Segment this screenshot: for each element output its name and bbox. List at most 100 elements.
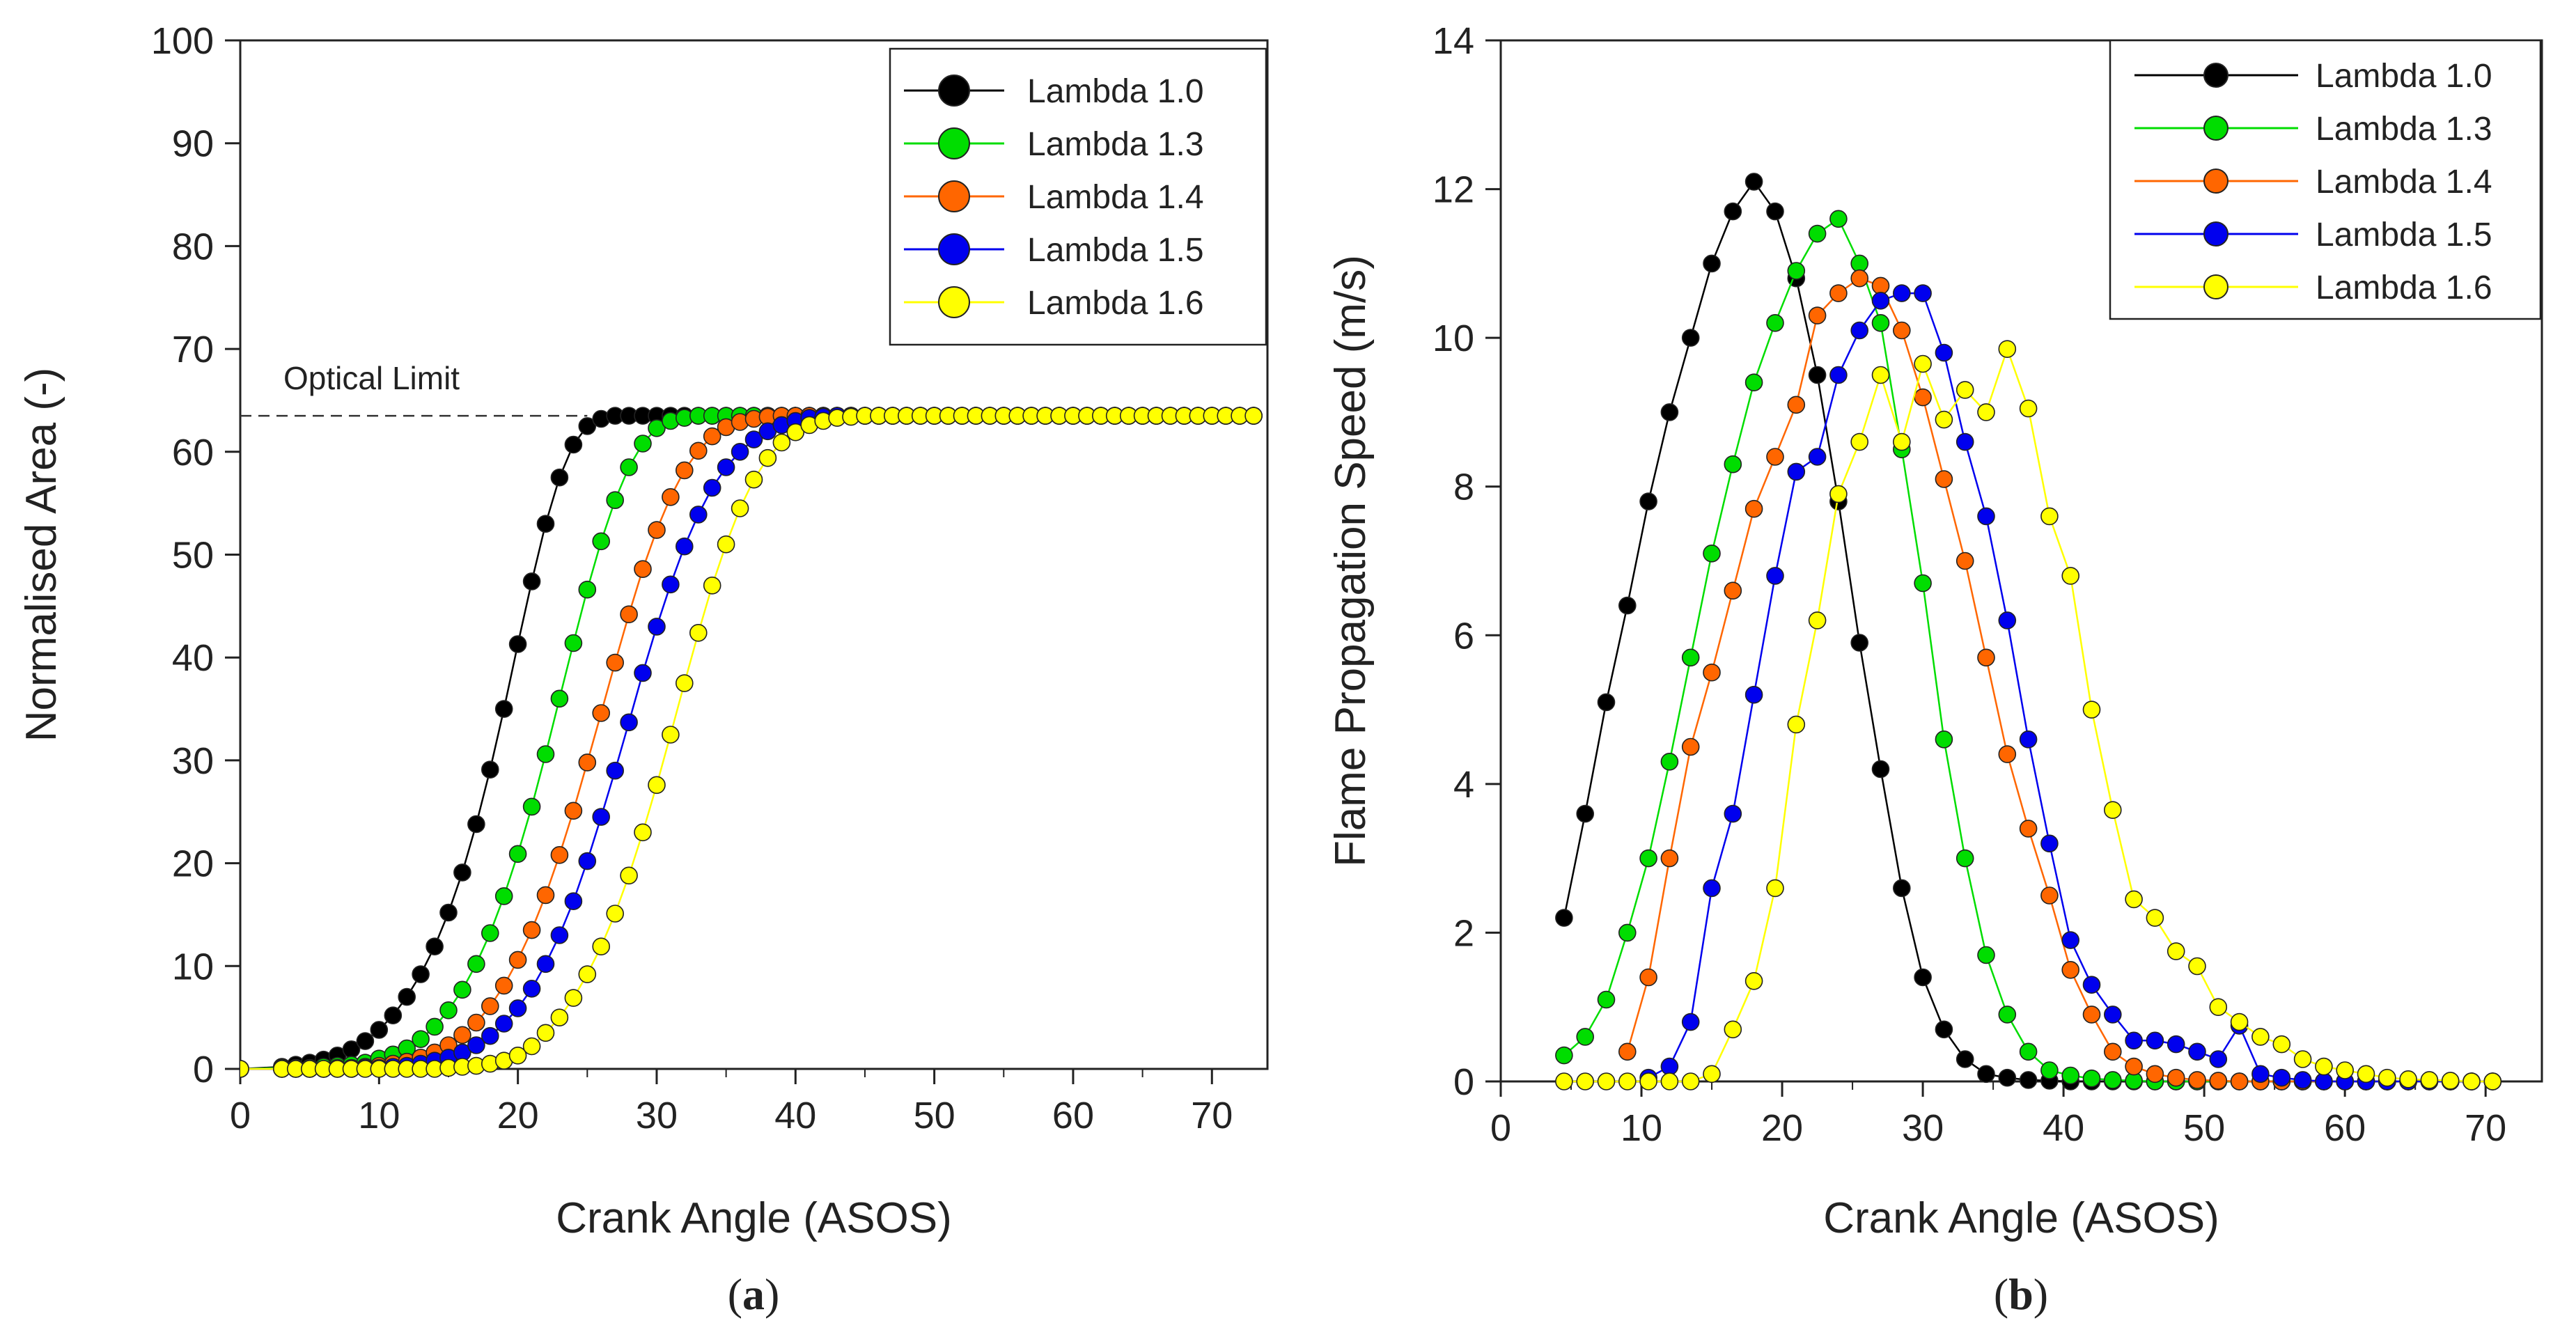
data-point (1660, 1057, 1679, 1076)
data-point (662, 726, 680, 744)
data-point (1576, 804, 1594, 823)
data-point (2146, 1031, 2164, 1050)
data-point (620, 866, 638, 885)
data-point (2272, 1035, 2291, 1054)
data-point (592, 808, 611, 826)
data-point (2251, 1028, 2270, 1046)
x-tick-label: 60 (2324, 1107, 2366, 1149)
data-point (786, 423, 805, 441)
data-point (2104, 1042, 2122, 1061)
data-point (2040, 886, 2059, 905)
data-point (1703, 879, 1721, 898)
legend-label: Lambda 1.6 (1027, 285, 1204, 322)
data-point (1893, 879, 1911, 898)
x-tick-label: 50 (914, 1095, 955, 1136)
data-point (2019, 730, 2038, 749)
data-point (2104, 801, 2122, 819)
legend-label: Lambda 1.4 (1027, 179, 1204, 216)
data-point (1977, 403, 1995, 421)
legend-label: Lambda 1.6 (2316, 269, 2492, 306)
data-point (1935, 343, 1953, 362)
data-point (717, 458, 735, 476)
data-point (1956, 381, 1974, 399)
legend-marker (2203, 63, 2228, 88)
x-axis-title: Crank Angle (ASOS) (1823, 1194, 2219, 1242)
data-point (536, 745, 555, 763)
data-point (1808, 366, 1827, 384)
data-point (398, 987, 416, 1006)
data-point (1660, 1072, 1679, 1090)
data-point (1787, 262, 1806, 280)
data-point (744, 430, 763, 448)
data-point (1618, 596, 1637, 615)
data-point (508, 951, 527, 969)
legend-marker (2203, 221, 2228, 247)
data-point (1829, 284, 1848, 302)
data-point (550, 468, 569, 487)
data-point (620, 605, 638, 624)
chart-panel-b: 0 10 20 30 40 50 60 70 0 2 4 6 8 10 12 14 Crank Angle (A… (1327, 20, 2543, 1319)
data-point (453, 1026, 471, 1045)
data-point (772, 433, 791, 452)
data-point (240, 1060, 249, 1078)
y-axis-title: Flame Propagation Speed (m/s) (1327, 255, 1375, 867)
data-point (1998, 611, 2017, 630)
legend-label: Lambda 1.5 (1027, 232, 1204, 269)
data-point (1766, 567, 1784, 585)
data-point (606, 761, 625, 780)
data-point (2209, 1072, 2228, 1090)
data-point (1681, 1072, 1700, 1090)
data-point (564, 892, 583, 910)
data-point (1660, 403, 1679, 421)
data-point (2082, 701, 2101, 719)
x-tick-label: 30 (636, 1095, 678, 1136)
data-point (370, 1021, 389, 1039)
data-point (1935, 470, 1953, 488)
data-point (522, 1037, 541, 1056)
data-point (1703, 663, 1721, 682)
data-point (1576, 1028, 1594, 1046)
data-point (2146, 909, 2164, 927)
legend-label: Lambda 1.5 (2316, 217, 2492, 253)
data-point (522, 980, 541, 998)
y-tick-label: 8 (1453, 467, 1474, 508)
data-point (1871, 760, 1890, 779)
data-point (481, 760, 499, 779)
legend: Lambda 1.0 Lambda 1.3 Lambda 1.4 Lambda 1.5… (2109, 39, 2542, 320)
data-point (1787, 396, 1806, 414)
data-point (2209, 998, 2228, 1016)
legend-marker (938, 75, 970, 107)
data-point (2315, 1057, 2333, 1076)
data-point (2399, 1070, 2417, 1088)
data-point (453, 863, 471, 882)
data-point (412, 965, 430, 983)
data-point (1956, 849, 1974, 868)
legend-label: Lambda 1.0 (1027, 73, 1204, 110)
data-point (1977, 648, 1995, 667)
data-point (1956, 432, 1974, 451)
y-tick-label: 80 (172, 226, 214, 267)
data-point (634, 664, 652, 682)
y-tick-label: 100 (151, 20, 214, 62)
data-point (1914, 354, 1932, 373)
y-tick-label: 20 (172, 843, 214, 885)
x-tick-label: 40 (774, 1095, 816, 1136)
data-point (2420, 1071, 2439, 1089)
data-point (1956, 1050, 1974, 1068)
data-point (2336, 1061, 2354, 1079)
y-tick-label: 2 (1453, 912, 1474, 954)
data-point (2167, 1035, 2185, 1054)
data-point (1829, 210, 1848, 228)
data-point (2125, 1031, 2143, 1050)
data-point (439, 903, 458, 922)
x-tick-label: 20 (1761, 1107, 1803, 1149)
data-point (2125, 1057, 2143, 1076)
data-point (1724, 581, 1742, 600)
data-point (1681, 1012, 1700, 1031)
data-point (648, 419, 666, 437)
data-point (467, 1013, 485, 1032)
data-point (550, 926, 569, 944)
legend-marker (2203, 274, 2228, 299)
data-point (689, 623, 708, 642)
data-point (384, 1006, 403, 1024)
